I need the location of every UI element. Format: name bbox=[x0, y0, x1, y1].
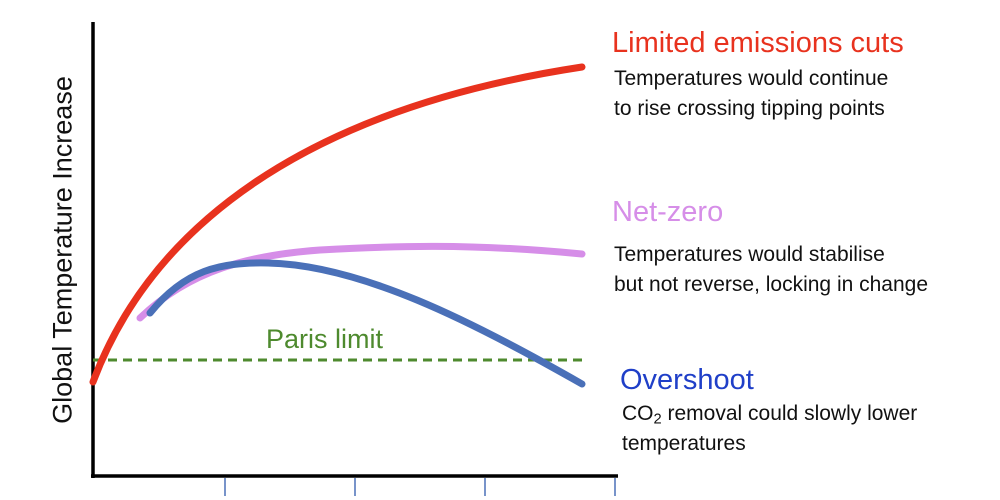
legend-desc-line: to rise crossing tipping points bbox=[614, 97, 885, 120]
co2-formula: CO2 bbox=[622, 402, 662, 428]
legend-desc-line: but not reverse, locking in change bbox=[614, 273, 929, 296]
legend-desc-line: Temperatures would stabilise bbox=[614, 243, 885, 266]
legend-desc-overshoot: CO2 removal could slowly lower temperatu… bbox=[622, 399, 917, 459]
legend-title-limited-emissions-cuts: Limited emissions cuts bbox=[612, 27, 904, 59]
legend-desc-line: CO2 removal could slowly lower bbox=[622, 402, 918, 428]
paris-limit-label: Paris limit bbox=[266, 324, 384, 354]
legend-desc-net-zero: Temperatures would stabilise but not rev… bbox=[614, 240, 928, 300]
legend-desc-limited-emissions-cuts: Temperatures would continue to rise cros… bbox=[614, 64, 888, 124]
legend-title-overshoot: Overshoot bbox=[620, 364, 754, 396]
legend-desc-line: temperatures bbox=[622, 432, 746, 455]
y-axis-label: Global Temperature Increase bbox=[47, 76, 78, 424]
legend-title-net-zero: Net-zero bbox=[612, 196, 724, 228]
legend-desc-line: Temperatures would continue bbox=[614, 67, 889, 90]
series-line-limited-emissions-cuts bbox=[89, 63, 586, 386]
series-line-overshoot bbox=[146, 259, 586, 388]
x-ticks bbox=[224, 478, 616, 496]
